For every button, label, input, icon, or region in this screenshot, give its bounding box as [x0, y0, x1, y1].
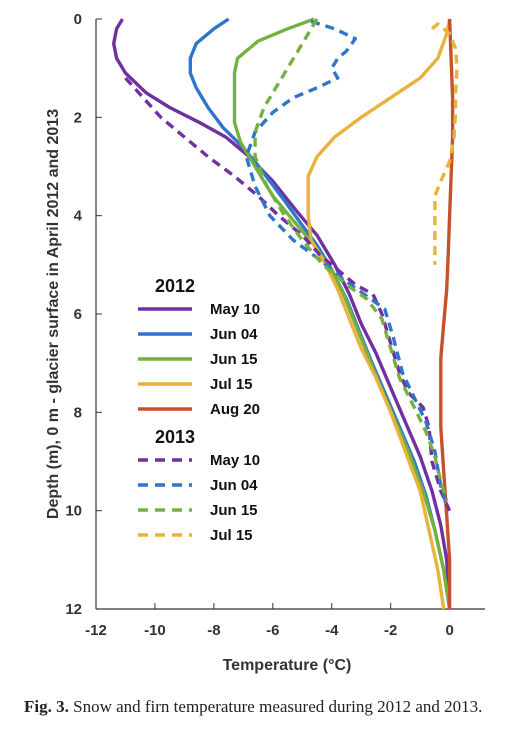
series-line-2012-jun-04 [188, 17, 452, 610]
x-tick-label: -2 [384, 622, 397, 639]
y-tick-label: 0 [74, 11, 82, 28]
y-tick-label: 6 [74, 306, 82, 323]
y-tick-label: 12 [65, 601, 82, 618]
legend-label: Jun 04 [210, 326, 258, 343]
y-tick-label: 2 [74, 109, 82, 126]
legend-heading-2013: 2013 [155, 427, 195, 447]
y-tick-label: 10 [65, 503, 82, 520]
tick-labels: -12 -10 -8 -6 -4 -2 0 0 2 4 6 8 10 12 [65, 11, 453, 639]
legend: 2012 May 10 Jun 04 Jun 15 Jul 15 Aug 20 2013 Ma… [138, 276, 260, 544]
legend-label: Aug 20 [210, 401, 260, 418]
temperature-depth-chart: -12 -10 -8 -6 -4 -2 0 0 2 4 6 8 10 12 2012 May 10 Jun 0… [45, 11, 485, 674]
y-tick-label: 4 [74, 208, 83, 225]
series-line-2013-may-10 [124, 76, 452, 512]
legend-heading-2012: 2012 [155, 276, 195, 296]
legend-label: Jul 15 [210, 376, 253, 393]
figure-caption: Fig. 3. Snow and firn temperature measur… [24, 697, 514, 717]
series-line-2012-may-10 [112, 18, 452, 610]
series-line-2012-jun-15 [232, 17, 452, 610]
legend-label: Jun 15 [210, 351, 258, 368]
series-line-2012-jul-15 [306, 18, 452, 610]
legend-label: May 10 [210, 301, 260, 318]
axes-frame [95, 18, 485, 610]
x-tick-label: -6 [266, 622, 279, 639]
legend-label: Jun 04 [210, 477, 258, 494]
series-line-2013-jun-15 [253, 18, 449, 502]
x-tick-label: 0 [445, 622, 453, 639]
x-axis-label: Temperature (°C) [223, 657, 352, 674]
x-tick-label: -8 [207, 622, 220, 639]
y-axis-label: Depth (m), 0 m - glacier surface in Apri… [45, 109, 62, 519]
x-tick-label: -4 [325, 622, 339, 639]
caption-label: Fig. 3. [24, 697, 69, 716]
x-tick-label: -12 [85, 622, 107, 639]
series-line-2012-aug-20 [439, 18, 455, 609]
y-tick-label: 8 [74, 404, 82, 421]
series-line-2013-jun-04 [244, 19, 449, 507]
series-lines [112, 17, 459, 610]
legend-label: Jul 15 [210, 527, 253, 544]
x-tick-label: -10 [144, 622, 166, 639]
caption-text: Snow and firn temperature measured durin… [73, 697, 483, 716]
legend-label: Jun 15 [210, 502, 258, 519]
legend-label: May 10 [210, 452, 260, 469]
